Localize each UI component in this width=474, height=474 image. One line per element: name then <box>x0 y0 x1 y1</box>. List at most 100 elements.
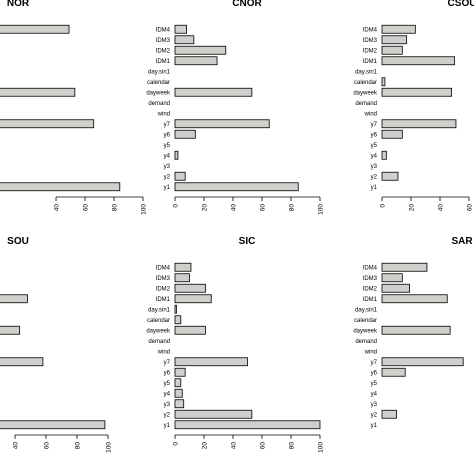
x-tick-label: 80 <box>289 204 296 212</box>
bar-dayweek <box>0 325 21 335</box>
category-label: y1 <box>164 185 171 191</box>
x-tick-label: 0 <box>380 204 387 208</box>
category-label: y6 <box>164 370 171 376</box>
category-label: IDM1 <box>156 297 171 303</box>
bar-dayweek <box>381 87 452 97</box>
category-label: y5 <box>164 381 171 387</box>
bar-IDM1 <box>0 294 28 304</box>
category-label: IDM4 <box>156 27 171 33</box>
category-label: IDM2 <box>363 286 378 292</box>
category-label: y1 <box>164 423 171 429</box>
bar-y7 <box>174 357 248 367</box>
x-tick-label: 100 <box>318 442 325 453</box>
category-label: day.sin1 <box>148 307 171 313</box>
bar-IDM3 <box>381 35 408 45</box>
category-label: y4 <box>371 391 378 397</box>
x-tick-label: 100 <box>141 204 148 215</box>
category-label: wind <box>157 111 170 117</box>
category-label: IDM4 <box>156 265 171 271</box>
x-tick-label: 60 <box>44 442 51 450</box>
category-label: y7 <box>371 122 378 128</box>
category-label: calendar <box>147 318 170 324</box>
category-label: day.sin1 <box>355 69 378 75</box>
category-label: calendar <box>354 80 377 86</box>
bar-y1 <box>0 182 121 192</box>
bar-IDM2 <box>174 283 206 293</box>
bar-IDM4 <box>174 24 188 34</box>
category-label: dayweek <box>353 90 378 96</box>
x-tick-label: 40 <box>13 442 20 450</box>
bar-y2 <box>381 171 399 181</box>
category-label: y5 <box>371 143 378 149</box>
category-label: calendar <box>147 80 170 86</box>
category-label: y5 <box>371 381 378 387</box>
bar-y3 <box>174 399 185 409</box>
bar-calendar <box>381 77 386 87</box>
category-label: day.sin1 <box>148 69 171 75</box>
category-label: IDM3 <box>156 38 171 44</box>
category-label: y2 <box>164 174 171 180</box>
x-tick-label: 20 <box>202 442 209 450</box>
x-tick-label: 80 <box>75 442 82 450</box>
x-tick-label: 20 <box>409 204 416 212</box>
category-label: y5 <box>164 143 171 149</box>
chart-title: SOU <box>7 236 29 247</box>
bar-y7 <box>0 357 44 367</box>
x-tick-label: 80 <box>112 204 119 212</box>
category-label: calendar <box>354 318 377 324</box>
bar-IDM3 <box>381 273 403 283</box>
bar-y6 <box>174 367 186 377</box>
chart-title: SAR <box>451 236 473 247</box>
bar-y6 <box>174 129 196 139</box>
bar-y7 <box>0 119 95 129</box>
category-label: y3 <box>164 164 171 170</box>
chart-panel-sar: SAR y1 y2 y3 y4 y5 y6 y7 wind demand dayweek calend… <box>353 236 473 429</box>
category-label: y1 <box>371 423 378 429</box>
category-label: IDM3 <box>363 38 378 44</box>
category-label: wind <box>364 349 377 355</box>
bar-dayweek <box>174 87 253 97</box>
bar-y2 <box>381 409 397 419</box>
bar-y7 <box>381 357 464 367</box>
category-label: y7 <box>371 360 378 366</box>
chart-title: CSOU <box>448 0 474 9</box>
category-label: y7 <box>164 360 171 366</box>
bar-y6 <box>381 367 406 377</box>
x-tick-label: 60 <box>260 442 267 450</box>
bar-IDM1 <box>381 56 455 66</box>
category-label: dayweek <box>146 90 171 96</box>
bar-y1 <box>174 182 299 192</box>
chart-panel-sou: SOU 40 60 80 100 <box>0 236 113 453</box>
bar-dayweek <box>174 325 206 335</box>
bar-y4 <box>174 150 179 160</box>
category-label: y4 <box>164 391 171 397</box>
category-label: y2 <box>164 412 171 418</box>
bar-y5 <box>174 378 182 388</box>
category-label: y7 <box>164 122 171 128</box>
category-label: dayweek <box>146 328 171 334</box>
category-label: IDM4 <box>363 265 378 271</box>
category-label: y4 <box>164 153 171 159</box>
x-tick-label: 100 <box>106 442 113 453</box>
x-tick-label: 20 <box>202 204 209 212</box>
x-tick-label: 100 <box>318 204 325 215</box>
bar-IDM4 <box>174 262 192 272</box>
bar-y2 <box>174 409 253 419</box>
category-label: wind <box>364 111 377 117</box>
category-label: demand <box>148 101 170 107</box>
bar-calendar <box>174 315 182 325</box>
category-label: IDM3 <box>363 276 378 282</box>
chart-panel-nor: NOR 40 60 80 100 <box>0 0 148 215</box>
category-label: y2 <box>371 412 378 418</box>
x-tick-label: 60 <box>467 204 474 212</box>
bar-IDM2 <box>381 283 410 293</box>
x-tick-label: 0 <box>173 442 180 446</box>
bar-y2 <box>174 171 186 181</box>
category-label: y2 <box>371 174 378 180</box>
category-label: y3 <box>371 164 378 170</box>
chart-title: SIC <box>239 236 256 247</box>
category-label: y3 <box>164 402 171 408</box>
bar-y7 <box>381 119 457 129</box>
bar-IDM2 <box>381 45 403 55</box>
category-label: IDM1 <box>363 297 378 303</box>
